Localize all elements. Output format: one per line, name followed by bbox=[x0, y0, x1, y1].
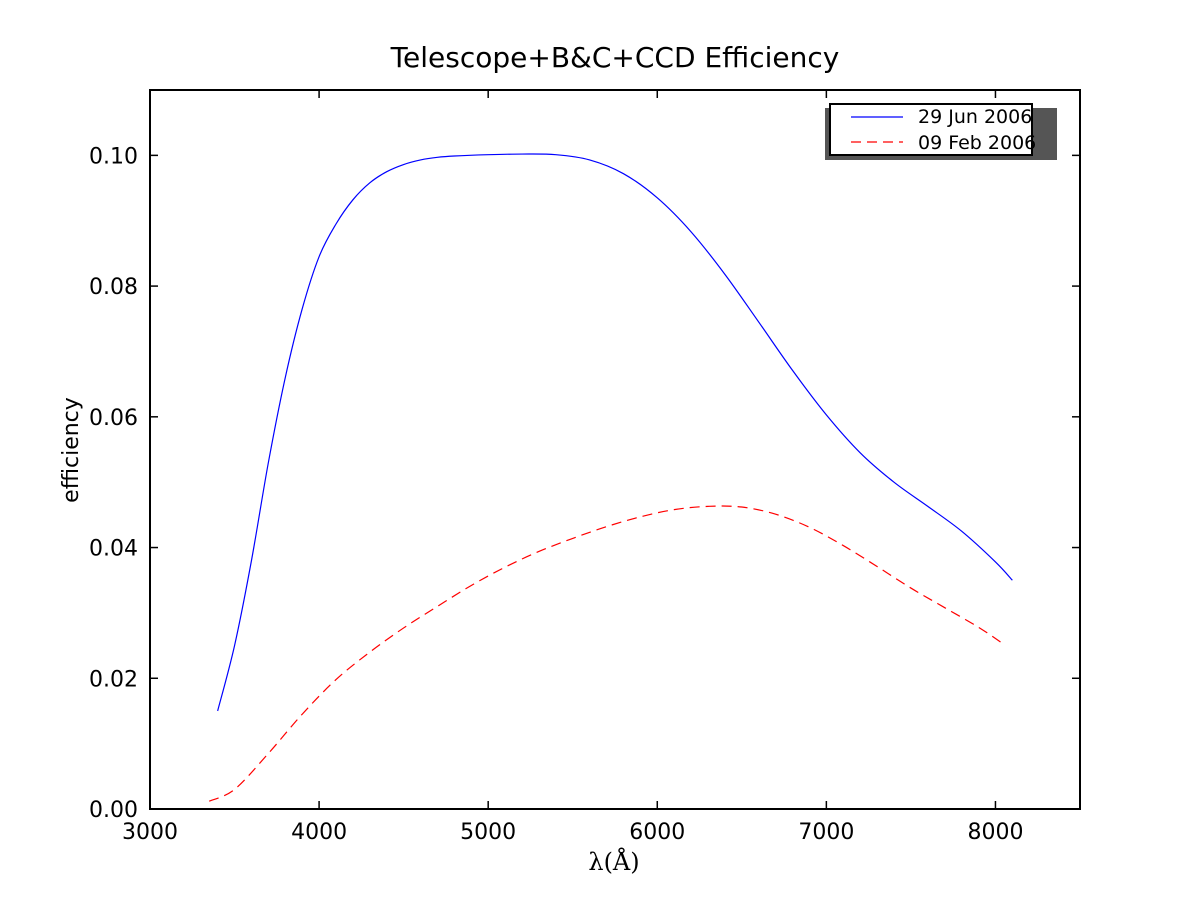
x-tick-label: 6000 bbox=[629, 820, 685, 845]
x-axis-label: λ(Å) bbox=[588, 847, 639, 876]
y-tick-label: 0.06 bbox=[89, 406, 138, 431]
legend-box bbox=[829, 103, 1033, 156]
y-tick-label: 0.10 bbox=[89, 144, 138, 169]
chart-title: Telescope+B&C+CCD Efficiency bbox=[390, 41, 840, 74]
ticks-layer: 3000 4000 5000 6000 7000 8000 0.00 0.02 0.04 0.06… bbox=[89, 90, 1080, 845]
y-tick-label: 0.00 bbox=[89, 798, 138, 823]
y-tick-label: 0.08 bbox=[89, 275, 138, 300]
x-tick-label: 4000 bbox=[291, 820, 347, 845]
plot-area: 3000 4000 5000 6000 7000 8000 0.00 0.02 0.04 0.06… bbox=[89, 89, 1081, 845]
x-tick-label: 3000 bbox=[122, 820, 178, 845]
series-line-09-feb-2006 bbox=[208, 505, 1005, 802]
y-axis-label: efficiency bbox=[59, 397, 84, 503]
series-line-29-jun-2006 bbox=[217, 153, 1013, 712]
legend-label-09-feb-2006: 09 Feb 2006 bbox=[918, 132, 1036, 154]
x-tick-label: 5000 bbox=[460, 820, 516, 845]
axes-frame bbox=[149, 89, 1081, 810]
x-tick-label: 8000 bbox=[967, 820, 1023, 845]
y-tick-label: 0.02 bbox=[89, 667, 138, 692]
series-layer bbox=[208, 153, 1013, 802]
legend-label-29-jun-2006: 29 Jun 2006 bbox=[918, 106, 1032, 128]
y-tick-label: 0.04 bbox=[89, 537, 138, 562]
axes-background bbox=[150, 90, 1080, 809]
legend: 29 Jun 2006 09 Feb 2006 bbox=[825, 103, 1057, 160]
x-tick-label: 7000 bbox=[798, 820, 854, 845]
